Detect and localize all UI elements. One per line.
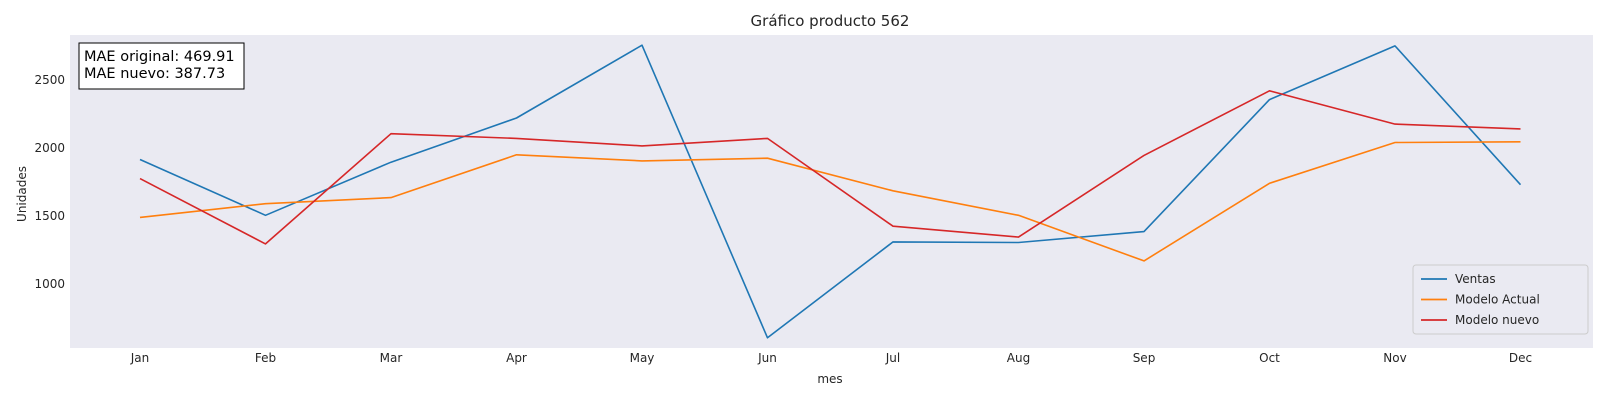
x-tick-label: Mar <box>380 351 403 365</box>
legend-box <box>1412 264 1589 335</box>
x-tick-label: Feb <box>255 351 276 365</box>
x-tick-label: Sep <box>1133 351 1156 365</box>
chart-title: Gráfico producto 562 <box>751 12 910 30</box>
x-tick-label: Jun <box>757 351 777 365</box>
x-tick-label: Apr <box>506 351 527 365</box>
legend-label: Modelo Actual <box>1455 293 1540 307</box>
series-line-modelo-actual <box>139 141 1521 262</box>
y-tick-label: 1500 <box>34 209 65 223</box>
x-axis-label: mes <box>817 372 842 386</box>
legend-label: Modelo nuevo <box>1455 313 1539 327</box>
plot-area <box>70 35 1593 348</box>
x-tick-label: Aug <box>1007 351 1030 365</box>
x-tick-label: Jul <box>885 351 900 365</box>
annotation-line: MAE original: 469.91 <box>84 49 235 65</box>
annotation-box <box>78 42 245 90</box>
series-lines <box>139 44 1522 339</box>
series-line-modelo-nuevo <box>139 90 1521 245</box>
x-axis: Jan Feb Mar Apr May Jun Jul Aug Sep Oct Nov Dec <box>130 351 1532 365</box>
x-tick-label: Oct <box>1259 351 1280 365</box>
x-tick-label: Nov <box>1383 351 1406 365</box>
legend: Ventas Modelo Actual Modelo nuevo <box>1412 264 1589 335</box>
y-axis-label: Unidades <box>15 166 29 222</box>
series-line-ventas <box>139 44 1522 339</box>
x-tick-label: Jan <box>130 351 150 365</box>
x-tick-label: Dec <box>1509 351 1532 365</box>
annotation-line: MAE nuevo: 387.73 <box>84 66 225 82</box>
y-tick-label: 2000 <box>34 141 65 155</box>
y-tick-label: 2500 <box>34 73 65 87</box>
x-tick-label: May <box>630 351 655 365</box>
y-axis: 1000 1500 2000 2500 <box>34 73 65 291</box>
y-tick-label: 1000 <box>34 277 65 291</box>
legend-label: Ventas <box>1455 272 1496 286</box>
